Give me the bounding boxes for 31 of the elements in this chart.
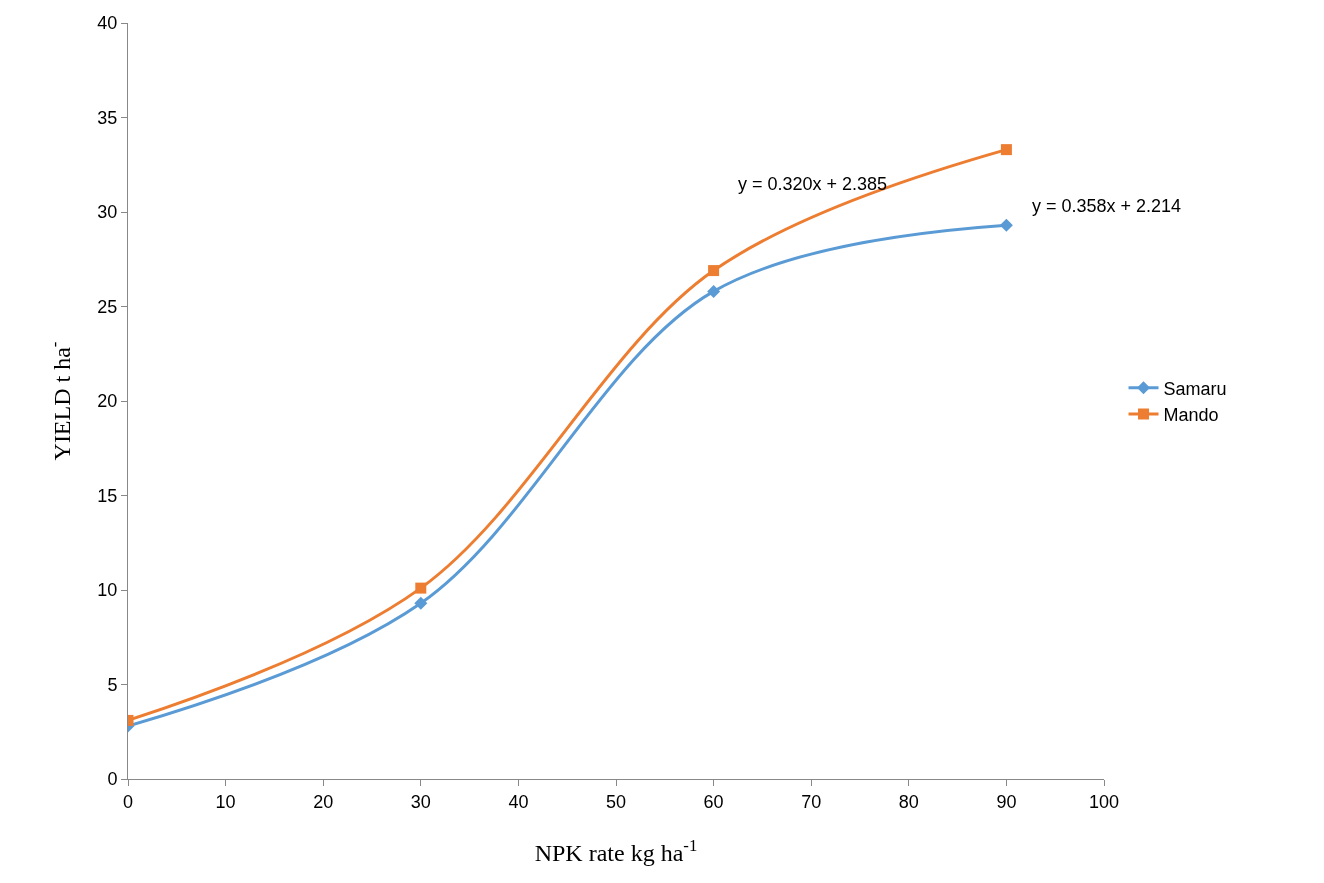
x-tick-label: 80 <box>898 791 919 812</box>
y-tick-label: 35 <box>97 107 118 128</box>
point <box>708 265 720 277</box>
x-tick-label: 10 <box>215 791 236 812</box>
y-tick-label: 30 <box>97 202 118 223</box>
x-tick-label: 40 <box>508 791 529 812</box>
x-tick-label: 0 <box>122 791 134 812</box>
point <box>1000 144 1012 156</box>
x-tick-label: 30 <box>410 791 431 812</box>
point <box>999 218 1013 232</box>
point <box>415 582 427 594</box>
point <box>707 284 721 298</box>
annotation: y = 0.320x + 2.385 <box>738 174 888 194</box>
y-tick-label: 0 <box>107 769 118 790</box>
x-tick-label: 70 <box>801 791 822 812</box>
y-tick-label: 25 <box>97 296 118 317</box>
x-tick-label: 50 <box>605 791 627 812</box>
legend-label: Samaru <box>1163 378 1227 399</box>
y-tick-label: 5 <box>107 674 118 695</box>
x-tick-label: 100 <box>1088 791 1120 812</box>
y-tick-label: 40 <box>97 13 118 34</box>
legend-label: Mando <box>1163 405 1219 426</box>
y-tick-label: 10 <box>97 580 118 601</box>
y-tick-label: 20 <box>97 391 118 412</box>
annotation: y = 0.358x + 2.214 <box>1032 196 1182 216</box>
y-tick-label: 15 <box>97 485 118 506</box>
point <box>414 596 428 610</box>
x-tick-label: 20 <box>313 791 334 812</box>
x-tick-label: 90 <box>996 791 1017 812</box>
x-axis-title: NPK rate kg ha$^{-1}$ <box>534 835 698 866</box>
x-tick-label: 60 <box>703 791 724 812</box>
